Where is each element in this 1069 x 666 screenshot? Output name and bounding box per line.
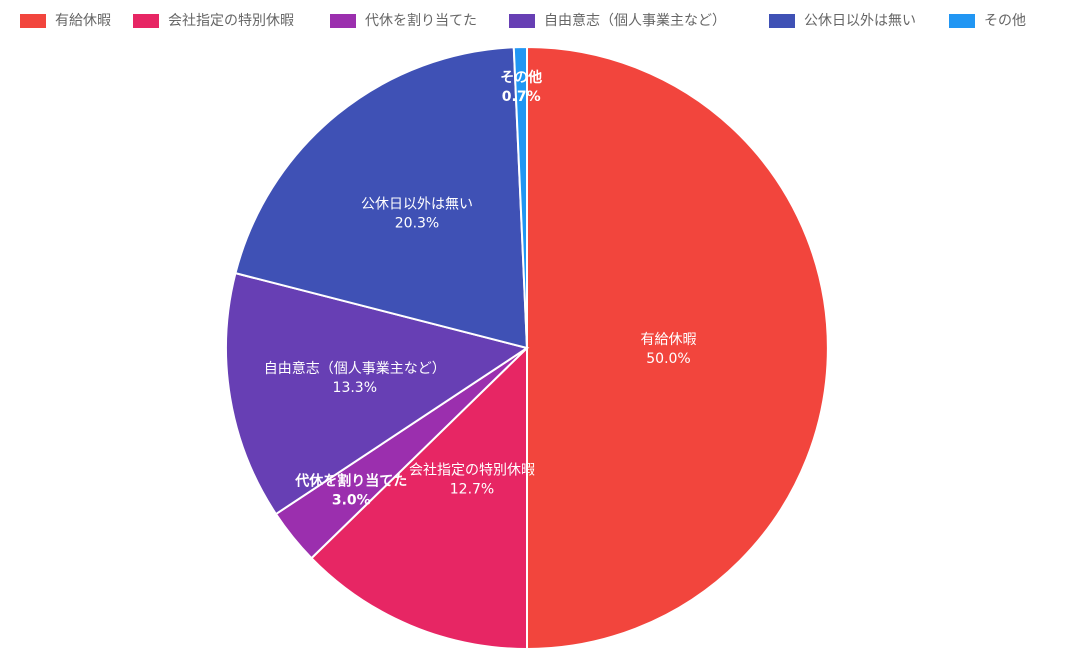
label-compensatory-leave: 代休を割り当てた 3.0% bbox=[294, 473, 407, 509]
legend-swatch bbox=[509, 14, 535, 28]
slice-other[interactable] bbox=[512, 45, 528, 349]
slice-category-label: 会社指定の特別休暇 bbox=[409, 462, 535, 478]
slice-category-label: 公休日以外は無い bbox=[361, 196, 473, 212]
legend-label: 代休を割り当てた bbox=[365, 13, 477, 29]
slice-category-label: その他 bbox=[500, 69, 542, 86]
legend-swatch bbox=[769, 14, 795, 28]
label-paid-leave: 有給休暇 50.0% bbox=[641, 332, 697, 367]
legend-item-other[interactable]: その他 bbox=[949, 12, 1026, 30]
legend-item-company-special-leave[interactable]: 会社指定の特別休暇 bbox=[133, 12, 294, 30]
legend-swatch bbox=[20, 14, 46, 28]
slice-value-label: 20.3% bbox=[395, 215, 439, 231]
legend-label: 公休日以外は無い bbox=[804, 13, 916, 29]
label-free-will: 自由意志（個人事業主など） 13.3% bbox=[264, 360, 446, 396]
legend-item-no-days-besides-holidays[interactable]: 公休日以外は無い bbox=[769, 12, 916, 30]
legend-item-compensatory-leave[interactable]: 代休を割り当てた bbox=[330, 12, 477, 30]
slice-no-days-besides-holidays[interactable] bbox=[234, 46, 529, 350]
slice-value-label: 50.0% bbox=[646, 351, 690, 367]
chart-legend: 有給休暇 会社指定の特別休暇 代休を割り当てた 自由意志（個人事業主など） 公休… bbox=[0, 0, 1069, 40]
legend-item-paid-leave[interactable]: 有給休暇 bbox=[20, 12, 111, 30]
legend-label: 会社指定の特別休暇 bbox=[168, 13, 294, 29]
slice-paid-leave[interactable] bbox=[526, 45, 829, 651]
pie-slices bbox=[225, 45, 829, 651]
label-other: その他 0.7% bbox=[500, 69, 542, 105]
legend-item-free-will[interactable]: 自由意志（個人事業主など） bbox=[509, 12, 726, 30]
legend-swatch bbox=[949, 14, 975, 28]
slice-value-label: 0.7% bbox=[502, 89, 541, 105]
legend-label: 自由意志（個人事業主など） bbox=[544, 13, 726, 29]
slice-free-will[interactable] bbox=[225, 271, 530, 516]
label-company-special-leave: 会社指定の特別休暇 12.7% bbox=[409, 462, 535, 497]
slice-value-label: 3.0% bbox=[332, 493, 371, 509]
legend-swatch bbox=[330, 14, 356, 28]
legend-swatch bbox=[133, 14, 159, 28]
pie-labels: 有給休暇 50.0% 会社指定の特別休暇 12.7% 代休を割り当てた 3.0% 自由意志（… bbox=[264, 69, 697, 509]
label-no-days-besides-holidays: 公休日以外は無い 20.3% bbox=[361, 196, 473, 231]
slice-company-special-leave[interactable] bbox=[310, 345, 528, 651]
slice-category-label: 有給休暇 bbox=[641, 332, 697, 348]
legend-label: 有給休暇 bbox=[55, 13, 111, 29]
slice-category-label: 自由意志（個人事業主など） bbox=[264, 360, 446, 377]
slice-value-label: 13.3% bbox=[333, 380, 377, 396]
slice-value-label: 12.7% bbox=[450, 481, 494, 497]
slice-category-label: 代休を割り当てた bbox=[294, 473, 407, 490]
legend-label: その他 bbox=[984, 13, 1026, 29]
